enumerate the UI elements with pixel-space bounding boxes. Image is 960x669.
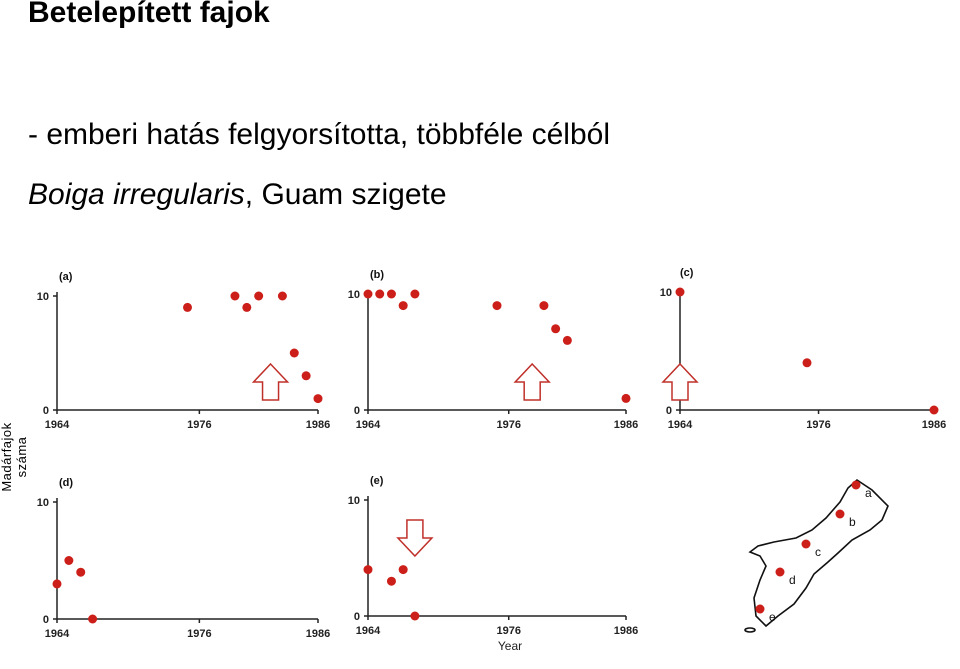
x-tick-label: 1986 [614,419,638,431]
data-point [539,301,549,311]
y-tick-label: 0 [354,611,360,623]
data-point [183,302,192,312]
arrow-annotation-up [513,362,551,401]
map-site-label: c [815,545,821,559]
data-point [410,611,420,621]
subtitle: Boiga irregularis, Guam szigete [28,178,447,212]
x-tick-label: 1976 [806,419,830,431]
guam-map: a b c d e [744,478,889,633]
data-point [375,289,385,299]
x-tick-label: 1976 [496,419,520,431]
x-tick-label: 1986 [614,625,638,637]
data-point [52,579,62,589]
x-tick-label: 1986 [306,628,330,640]
map-site-b [835,509,845,519]
charts-group: (a) 0 10 1964 1976 1986 (b) 0 10 1964 1976 1986 (c) 0… [37,267,946,640]
x-axis-title: Year [498,639,522,653]
data-point [289,348,299,358]
islet-shape [744,627,756,633]
data-point [363,565,373,575]
map-site-a [851,480,861,490]
y-tick-label: 0 [43,614,49,626]
data-point [802,358,812,368]
data-point [76,567,86,577]
x-tick-label: 1976 [187,628,211,640]
data-point [254,291,264,301]
x-tick-label: 1976 [496,625,520,637]
x-tick-label: 1976 [187,419,211,431]
y-tick-label: 10 [37,497,49,509]
data-point [386,289,396,299]
map-site-label: d [789,573,796,587]
x-tick-label: 1964 [45,419,70,431]
y-tick-label: 10 [37,291,49,303]
panel-label: (d) [59,477,73,489]
y-tick-label: 10 [348,495,360,507]
map-site-d [775,567,785,577]
data-point [386,576,396,586]
data-point [492,301,502,311]
data-point [929,405,939,415]
axes [679,288,934,411]
data-point [562,335,572,345]
location-text: , Guam szigete [244,178,447,211]
y-tick-label: 10 [660,287,672,299]
panel-label: (a) [59,271,73,283]
data-point [410,289,420,299]
panel-label: (e) [370,475,384,487]
data-point [675,287,685,297]
map-site-c [801,539,811,549]
arrow-annotation-down [396,519,434,558]
map-site-label: b [849,515,856,529]
bullet-text: - emberi hatás felgyorsította, többféle … [28,118,610,151]
guam-island-outline [748,478,889,628]
panel-label: (c) [680,267,694,279]
y-tick-label: 10 [348,289,360,301]
x-tick-label: 1964 [356,625,381,637]
chart-panel-1: (b) 0 10 1964 1976 1986 [348,269,638,431]
arrow-annotation-up [661,362,699,401]
data-point [301,371,311,381]
map-site-e [755,604,765,614]
x-tick-label: 1986 [306,419,330,431]
data-point [230,291,240,301]
x-tick-label: 1964 [45,628,70,640]
y-tick-label: 0 [666,405,672,417]
x-tick-label: 1986 [922,419,946,431]
map-site-label: a [865,486,872,500]
axes [56,498,318,620]
y-tick-label: 0 [354,405,360,417]
x-tick-label: 1964 [668,419,693,431]
panel-label: (b) [370,269,384,281]
chart-panel-4: (e) 0 10 1964 1976 1986 [348,475,638,637]
chart-panel-3: (d) 0 10 1964 1976 1986 [37,477,330,640]
data-point [277,291,287,301]
map-site-label: e [769,610,776,624]
data-point [88,614,98,624]
data-point [621,393,631,403]
axes [367,496,626,617]
data-point [398,565,408,575]
slide-title: Betelepített fajok [28,0,270,29]
data-point [242,302,252,312]
data-point [363,289,373,299]
arrow-annotation-up [251,362,290,401]
data-point [64,556,74,565]
species-name: Boiga irregularis [28,178,245,211]
x-tick-label: 1964 [356,419,381,431]
y-tick-label: 0 [43,405,49,417]
data-point [398,301,408,311]
data-point [313,394,323,404]
data-point [551,324,561,334]
chart-panel-2: (c) 0 10 1964 1976 1986 [660,267,946,431]
chart-panel-0: (a) 0 10 1964 1976 1986 [37,271,330,431]
